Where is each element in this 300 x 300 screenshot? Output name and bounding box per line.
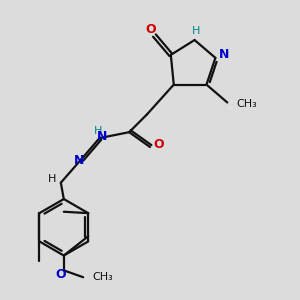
Text: methyl: methyl: [229, 108, 234, 109]
Text: methyl: methyl: [236, 101, 241, 102]
Text: O: O: [146, 23, 156, 36]
Text: CH₃: CH₃: [92, 272, 113, 282]
Text: H: H: [94, 126, 102, 136]
Text: H: H: [48, 174, 56, 184]
Text: O: O: [56, 268, 66, 281]
Text: N: N: [97, 130, 108, 143]
Text: N: N: [74, 154, 84, 167]
Text: methyl: methyl: [231, 100, 236, 102]
Text: H: H: [192, 26, 200, 36]
Text: N: N: [218, 48, 229, 62]
Text: O: O: [154, 138, 164, 151]
Text: CH₃: CH₃: [236, 99, 257, 109]
